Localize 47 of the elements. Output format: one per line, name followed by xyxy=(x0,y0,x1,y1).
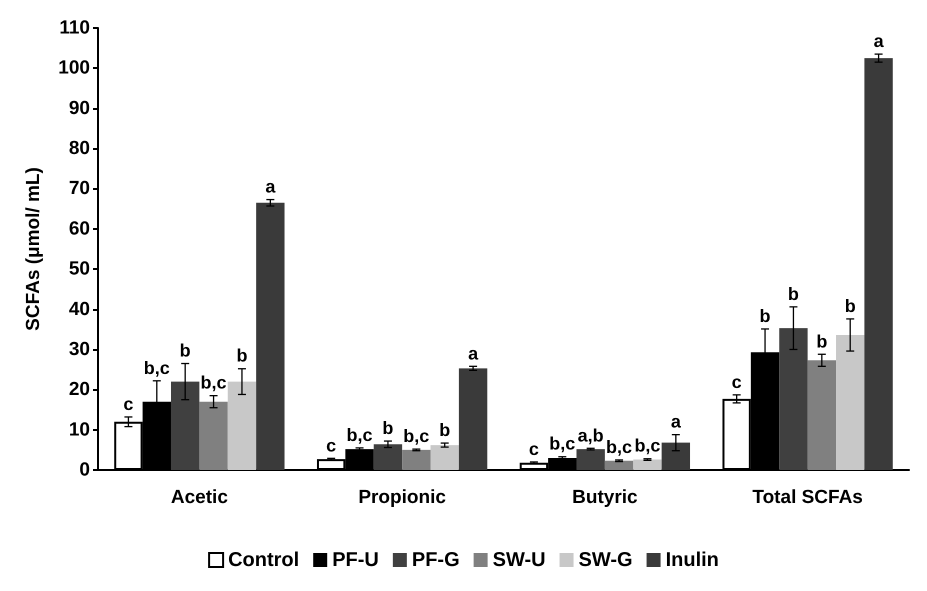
y-tick-label: 10 xyxy=(68,419,90,440)
data-label: b,c xyxy=(606,436,632,457)
y-tick-label: 100 xyxy=(58,58,90,79)
y-tick-label: 110 xyxy=(59,18,90,38)
y-tick-label: 90 xyxy=(68,98,90,119)
data-label: b,c xyxy=(144,358,170,378)
data-label: a xyxy=(874,31,885,52)
data-label: b,c xyxy=(346,424,373,445)
data-label: c xyxy=(326,435,336,456)
data-label: b xyxy=(844,296,856,316)
data-label: a xyxy=(265,176,276,197)
data-label: c xyxy=(528,438,539,459)
legend-label: Inulin xyxy=(666,549,719,571)
y-tick-label: 20 xyxy=(68,379,90,400)
data-label: b xyxy=(236,346,248,366)
legend-label: PF-G xyxy=(412,549,460,571)
data-label: b,c xyxy=(403,426,430,446)
data-label: c xyxy=(123,394,134,414)
legend-label: SW-G xyxy=(578,549,633,571)
x-tick-label: Total SCFAs xyxy=(752,487,863,508)
data-label: b,c xyxy=(634,436,660,456)
x-tick-label: Propionic xyxy=(358,487,446,508)
y-tick-label: 30 xyxy=(68,338,90,360)
y-tick-label: 60 xyxy=(68,218,90,240)
y-tick-label: 50 xyxy=(68,258,90,280)
data-label: a xyxy=(468,343,480,364)
x-tick-label: Butyric xyxy=(572,487,638,508)
data-label: b xyxy=(788,284,799,304)
data-label: c xyxy=(732,372,742,392)
y-tick-label: 0 xyxy=(79,460,90,480)
data-label: b,c xyxy=(200,372,227,393)
data-label: b,c xyxy=(549,434,576,454)
data-label: a,b xyxy=(578,425,604,446)
data-label: b xyxy=(382,418,394,438)
y-tick-label: 80 xyxy=(68,138,90,160)
data-label: b xyxy=(439,420,450,440)
legend-label: Control xyxy=(228,549,300,571)
data-label: b xyxy=(180,340,191,361)
data-label: a xyxy=(670,412,682,432)
legend-label: PF-U xyxy=(332,549,379,571)
x-tick-label: Acetic xyxy=(170,487,228,508)
data-label: b xyxy=(760,306,771,326)
legend-label: SW-U xyxy=(492,549,546,571)
y-axis-title: SCFAs (μmol/ mL) xyxy=(23,167,44,331)
y-tick-label: 70 xyxy=(68,178,90,200)
y-tick-label: 40 xyxy=(68,298,90,320)
data-label: b xyxy=(816,331,828,352)
